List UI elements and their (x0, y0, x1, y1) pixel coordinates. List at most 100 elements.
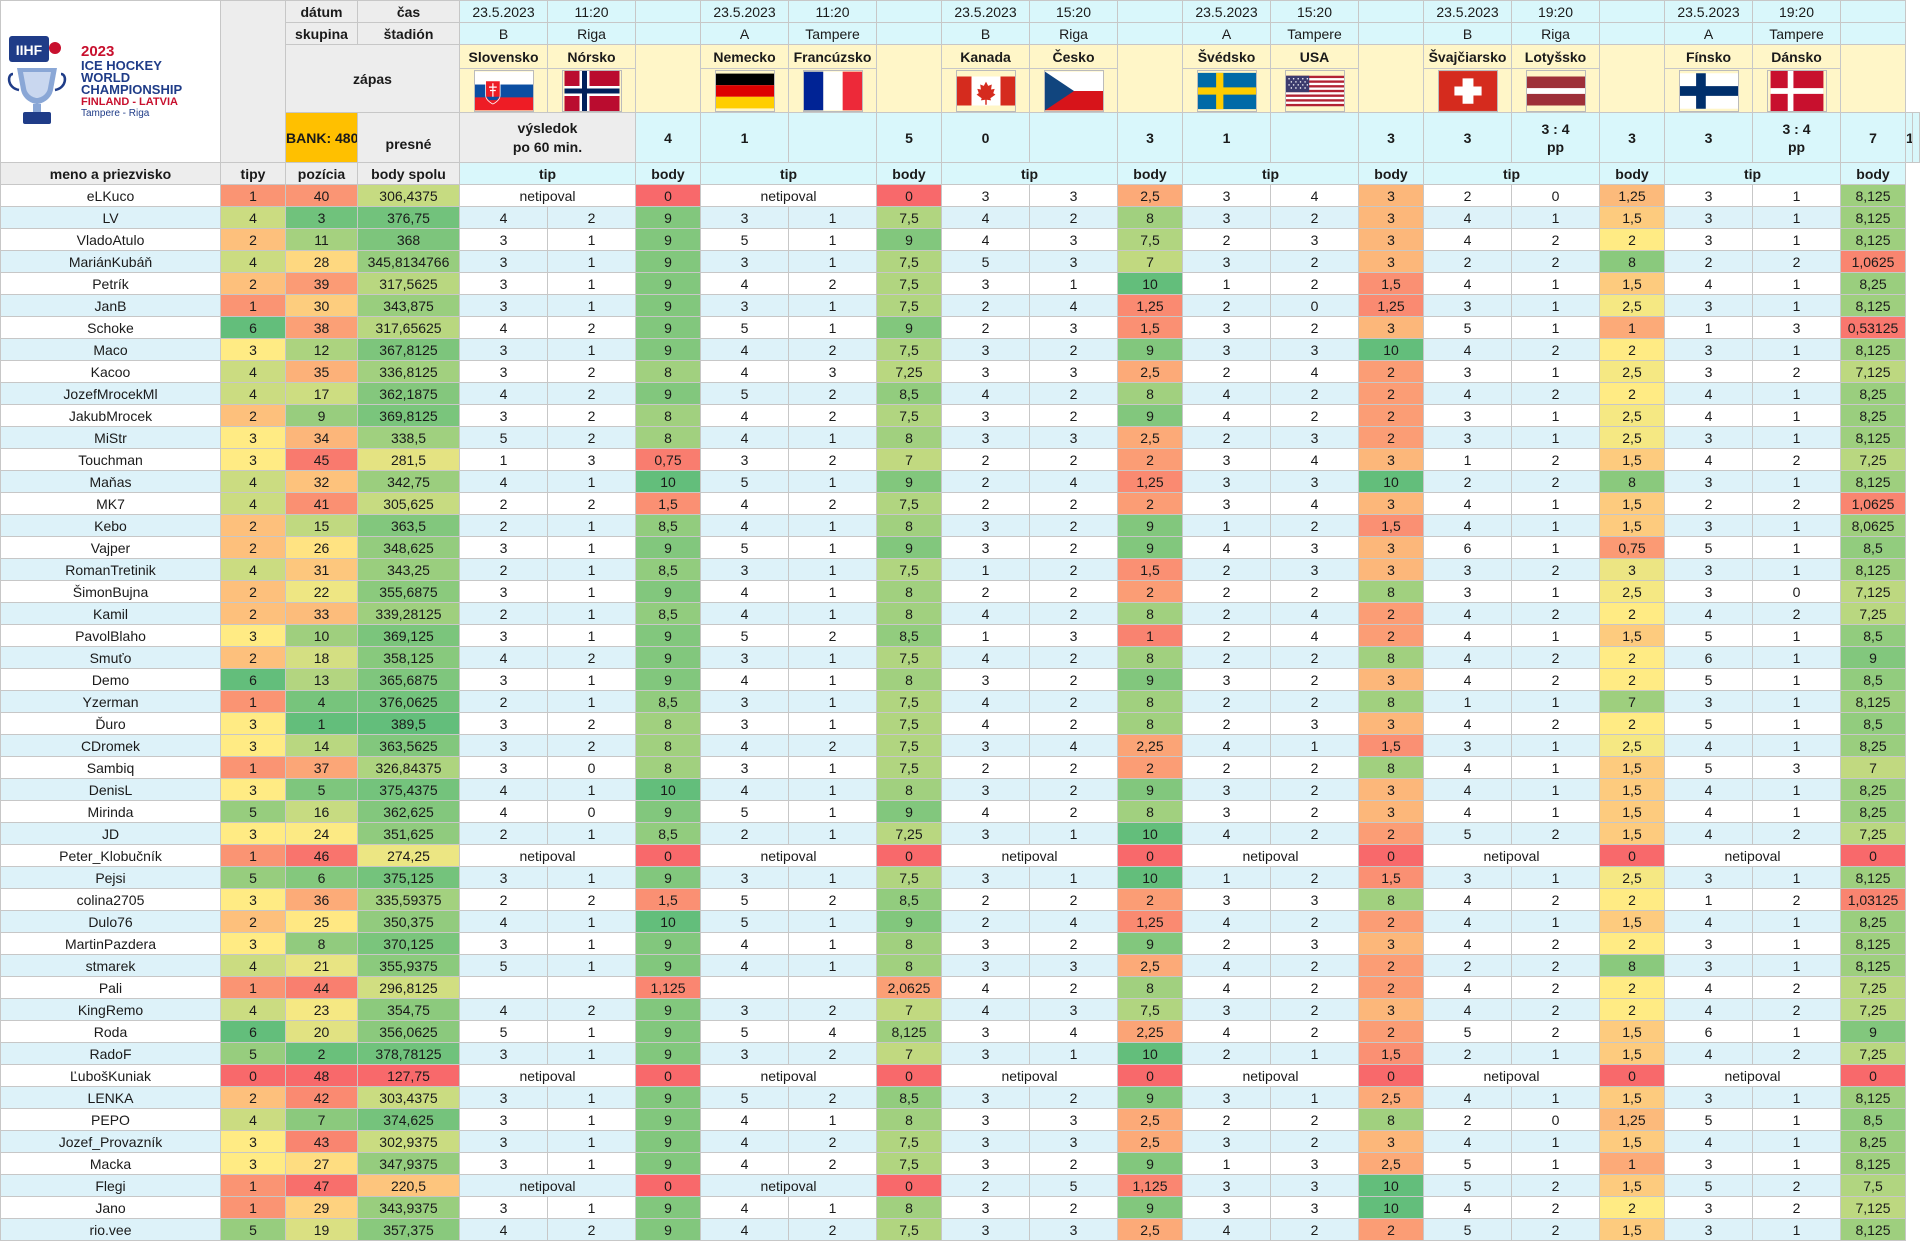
tip-away: 1 (1511, 272, 1600, 295)
match-points: 8,125 (1840, 1152, 1906, 1175)
tip-header: tip (1182, 162, 1359, 185)
exact-tips: 3 (220, 624, 286, 647)
match-points: 7,5 (876, 492, 942, 515)
match-points: 8 (1117, 690, 1183, 713)
tip-away: 1 (547, 1108, 636, 1131)
tip-away: 2 (788, 272, 877, 295)
total-points: 220,5 (357, 1174, 460, 1197)
player-row: Demo 6 13 365,6875 3 1 9 4 1 8 3 2 9 3 2 3 4 2 2 5 1 8,5 (0, 668, 1920, 691)
exact-tips: 1 (220, 844, 286, 867)
tip-home: 2 (941, 910, 1030, 933)
tip-away: 1 (788, 866, 877, 889)
tip-away: 2 (1029, 756, 1118, 779)
match-points: 3 (1358, 558, 1424, 581)
tip-home: 3 (941, 866, 1030, 889)
match-points: 1,5 (1599, 1130, 1665, 1153)
tip-away: 1 (788, 712, 877, 735)
player-row: Vajper 2 26 348,625 3 1 9 5 1 9 3 2 9 4 3 3 6 1 0,75 5 1 8,5 (0, 536, 1920, 559)
tip-away (547, 976, 636, 999)
total-points: 326,84375 (357, 756, 460, 779)
tip-away: 2 (1511, 976, 1600, 999)
logo-line1: ICE HOCKEY (81, 58, 162, 73)
match-points: 9 (635, 1020, 701, 1043)
position: 28 (285, 250, 358, 273)
tip-home: 2 (459, 492, 548, 515)
match-points: 9 (635, 1130, 701, 1153)
tip-away: 1 (1752, 1152, 1841, 1175)
tip-away: 2 (788, 492, 877, 515)
tip-home: 4 (1182, 1218, 1271, 1241)
tip-away: 1 (1752, 932, 1841, 955)
match-points: 8 (1599, 470, 1665, 493)
tip-away: 1 (1511, 316, 1600, 339)
tip-away: 3 (1029, 1108, 1118, 1131)
tip-home: 5 (1423, 1218, 1512, 1241)
match-points: 8,25 (1840, 800, 1906, 823)
match-points: 9 (635, 866, 701, 889)
position: 1 (285, 712, 358, 735)
total-points: 363,5625 (357, 734, 460, 757)
player-row: JanB 1 30 343,875 3 1 9 3 1 7,5 2 4 1,25 2 0 1,25 3 1 2,5 3… (0, 294, 1920, 317)
tip-away: 1 (547, 690, 636, 713)
tip-away: 2 (1511, 954, 1600, 977)
total-points: 317,65625 (357, 316, 460, 339)
pozicia-header: pozícia (285, 162, 358, 185)
tip-away: 1 (547, 1152, 636, 1175)
tip-away: 1 (547, 470, 636, 493)
match-date: 23.5.2023 (459, 0, 548, 23)
tip-away: 1 (547, 932, 636, 955)
position: 32 (285, 470, 358, 493)
match-points: 2 (1358, 602, 1424, 625)
tip-home: 5 (700, 800, 789, 823)
match-points: 2,5 (1358, 1086, 1424, 1109)
match-points: 3 (1358, 778, 1424, 801)
tip-away: 2 (1511, 338, 1600, 361)
position: 40 (285, 184, 358, 207)
match-group: A (1182, 22, 1271, 45)
tip-home: 3 (1182, 1130, 1271, 1153)
tip-home: 3 (700, 206, 789, 229)
tip-home: 4 (700, 1108, 789, 1131)
tip-away: 2 (788, 1218, 877, 1241)
tip-home: 5 (700, 382, 789, 405)
player-row: Maňas 4 32 342,75 4 1 10 5 1 9 2 4 1,25 3 3 10 2 2 8 3 1 8,12… (0, 470, 1920, 493)
tip-away: 1 (1029, 822, 1118, 845)
player-row: Sambiq 1 37 326,84375 3 0 8 3 1 7,5 2 2 2 2 2 8 4 1 1,5 5 3 7 (0, 756, 1920, 779)
tip-home: 3 (459, 734, 548, 757)
tip-away: 3 (1752, 316, 1841, 339)
match-points: 9 (635, 1108, 701, 1131)
tip-home: 4 (459, 646, 548, 669)
match-points: 8 (876, 602, 942, 625)
tip-home: 4 (700, 602, 789, 625)
tip-away: 2 (1752, 492, 1841, 515)
player-row: Pejsi 5 6 375,125 3 1 9 3 1 7,5 3 1 10 1 2 1,5 3 1 2,5 3 1 8,… (0, 866, 1920, 889)
tip-away: 1 (1511, 1042, 1600, 1065)
tip-home: 3 (941, 1196, 1030, 1219)
match-points: 9 (635, 294, 701, 317)
match-points: 2 (1599, 646, 1665, 669)
tip-away: 4 (1270, 492, 1359, 515)
tip-home: 4 (700, 1130, 789, 1153)
tip-away: 1 (1752, 338, 1841, 361)
tip-home: 4 (1423, 206, 1512, 229)
match-points: 7,25 (1840, 998, 1906, 1021)
exact-tips: 0 (220, 1064, 286, 1087)
tip-away: 1 (788, 558, 877, 581)
tip-home: 3 (700, 294, 789, 317)
tip-home: 3 (1664, 228, 1753, 251)
match-points: 2 (1599, 228, 1665, 251)
tip-away: 2 (1029, 404, 1118, 427)
tip-home: 3 (941, 272, 1030, 295)
position: 13 (285, 668, 358, 691)
tip-home: 5 (1664, 624, 1753, 647)
position: 46 (285, 844, 358, 867)
tip-home: 4 (941, 206, 1030, 229)
tip-home: 4 (1664, 382, 1753, 405)
match-points: 2,5 (1599, 734, 1665, 757)
logo-line4: FINLAND - LATVIA (81, 96, 178, 108)
away-score: 3 (1664, 112, 1753, 163)
match-points: 8 (876, 932, 942, 955)
tip-away: 2 (547, 1218, 636, 1241)
flag-switzerland-icon (1423, 68, 1512, 113)
exact-tips: 1 (220, 1174, 286, 1197)
